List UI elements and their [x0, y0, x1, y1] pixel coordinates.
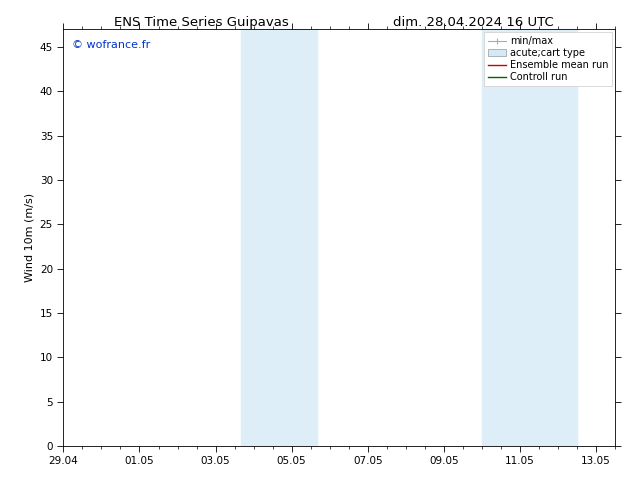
Text: dim. 28.04.2024 16 UTC: dim. 28.04.2024 16 UTC	[393, 16, 554, 29]
Bar	[241, 29, 317, 446]
Text: ENS Time Series Guipavas: ENS Time Series Guipavas	[114, 16, 289, 29]
Bar	[482, 29, 577, 446]
Legend: min/max, acute;cart type, Ensemble mean run, Controll run: min/max, acute;cart type, Ensemble mean …	[484, 32, 612, 86]
Text: © wofrance.fr: © wofrance.fr	[72, 40, 150, 50]
Y-axis label: Wind 10m (m/s): Wind 10m (m/s)	[24, 193, 34, 282]
